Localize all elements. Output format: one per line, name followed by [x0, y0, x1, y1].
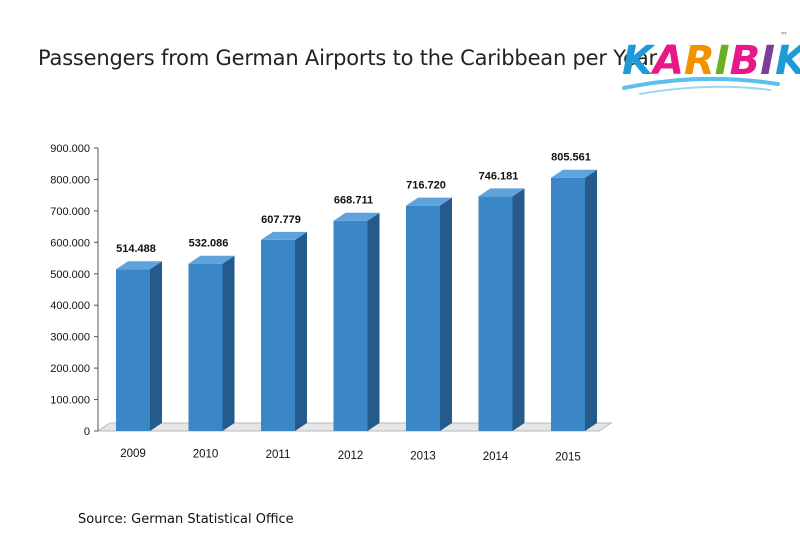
bar-series — [116, 169, 597, 432]
x-tick-label: 2013 — [410, 450, 436, 462]
y-tick-label: 0 — [84, 426, 90, 438]
bar-top — [406, 197, 452, 206]
bar-front — [478, 196, 513, 431]
bar-front — [261, 239, 295, 431]
bar-side — [367, 212, 380, 431]
bar-side — [585, 169, 597, 432]
data-label: 716.720 — [406, 180, 446, 192]
chart-title: Passengers from German Airports to the C… — [38, 46, 657, 70]
bar-2015 — [551, 169, 597, 432]
bar-side — [295, 231, 307, 431]
y-tick-label: 700.000 — [50, 206, 90, 218]
source-note: Source: German Statistical Office — [78, 512, 294, 527]
bar-top — [116, 261, 162, 270]
data-label: 668.711 — [334, 195, 373, 207]
y-tick-label: 400.000 — [50, 300, 90, 312]
bar-front — [188, 263, 223, 431]
bar-2011 — [261, 231, 307, 431]
data-label: 746.181 — [479, 170, 519, 182]
bar-side — [512, 188, 525, 431]
bar-2012 — [333, 212, 380, 431]
svg-text:KARIBIK: KARIBIK — [622, 38, 800, 84]
bar-2013 — [406, 197, 452, 431]
x-tick-label: 2015 — [555, 452, 581, 464]
y-axis: 0 100.000 200.000 300.000 400.000 500.000 600.… — [50, 143, 99, 438]
y-tick-label: 300.000 — [50, 332, 90, 344]
bar-front — [333, 220, 368, 431]
karibik-logo: KARIBIK ™ — [622, 31, 800, 95]
bar-2014 — [478, 188, 525, 431]
bar-top — [333, 212, 380, 221]
trademark-mark: ™ — [780, 31, 788, 40]
bar-side — [440, 197, 452, 431]
x-tick-label: 2012 — [338, 450, 364, 462]
data-label: 532.086 — [189, 238, 229, 250]
x-tick-label: 2009 — [120, 448, 146, 460]
bar-top — [478, 188, 525, 197]
data-label: 607.779 — [261, 214, 301, 226]
data-label: 805.561 — [551, 152, 591, 164]
bar-side — [150, 261, 162, 431]
bar-2009 — [116, 261, 162, 431]
y-tick-label: 800.000 — [50, 174, 90, 186]
bar-top — [188, 255, 235, 264]
data-label: 514.488 — [116, 243, 156, 255]
bar-top — [551, 169, 597, 178]
bar-top — [261, 231, 307, 240]
y-tick-label: 900.000 — [50, 143, 90, 155]
y-tick-label: 600.000 — [50, 237, 90, 249]
x-axis-labels: 2009 2010 2011 2012 2013 2014 2015 — [120, 448, 581, 464]
data-labels: 514.488 532.086 607.779 668.711 716.720 746.1… — [116, 152, 591, 256]
x-tick-label: 2011 — [266, 449, 291, 461]
y-tick-label: 500.000 — [50, 269, 90, 281]
x-tick-label: 2010 — [193, 449, 219, 461]
bar-front — [551, 177, 585, 431]
y-tick-label: 100.000 — [50, 395, 90, 407]
bar-front — [116, 269, 150, 431]
y-tick-label: 200.000 — [50, 363, 90, 375]
bar-front — [406, 205, 440, 431]
bar-side — [222, 255, 235, 431]
bar-2010 — [188, 255, 235, 431]
x-tick-label: 2014 — [483, 451, 509, 463]
